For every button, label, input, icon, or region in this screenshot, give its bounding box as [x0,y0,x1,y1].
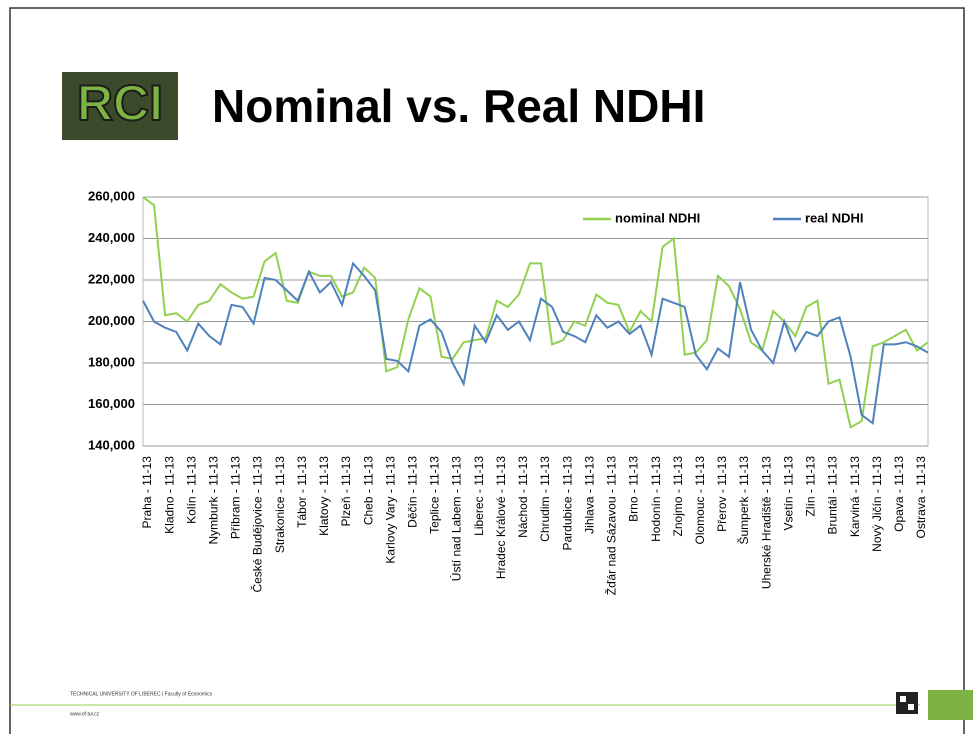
legend-label: nominal NDHI [615,210,700,225]
x-tick-label: Kolín - 11-13 [184,456,198,524]
x-tick-label: Ústí nad Labem - 11-13 [449,456,464,582]
x-tick-label: Hradec Králové - 11-13 [494,456,508,579]
x-tick-label: Plzeň - 11-13 [339,456,353,527]
x-tick-label: Pardubice - 11-13 [560,456,574,551]
x-tick-label: Cheb - 11-13 [361,456,375,525]
icon-cell [900,696,906,702]
x-tick-label: Hodonín - 11-13 [649,456,663,542]
x-tick-label: Tábor - 11-13 [295,456,309,528]
x-tick-label: Opava - 11-13 [892,456,906,532]
y-tick-label: 180,000 [88,354,135,369]
x-tick-label: Zlín - 11-13 [804,456,818,517]
x-tick-label: Kladno - 11-13 [162,456,176,534]
series-line [142,261,929,425]
x-tick-label: Karviná - 11-13 [848,456,862,537]
y-tick-label: 220,000 [88,271,135,286]
footer-url: www.ef.tul.cz [70,711,100,717]
x-tick-label: Brno - 11-13 [627,456,641,522]
x-tick-label: Liberec - 11-13 [472,456,486,536]
y-tick-label: 260,000 [88,188,135,203]
x-tick-label: Uherské Hradiště - 11-13 [759,456,773,589]
x-tick-label: Klatovy - 11-13 [317,456,331,536]
x-tick-label: Nymburk - 11-13 [207,456,221,545]
x-tick-label: Jihlava - 11-13 [582,456,596,534]
footer-block [928,690,973,720]
x-tick-label: Děčín - 11-13 [406,456,420,528]
x-tick-label: Náchod - 11-13 [516,456,530,538]
footer-text: TECHNICAL UNIVERSITY OF LIBEREC | Facult… [70,691,213,697]
legend-label: real NDHI [805,210,864,225]
x-tick-label: Ostrava - 11-13 [914,456,928,539]
x-tick-label: Karlovy Vary - 11-13 [383,456,397,564]
x-tick-label: Vsetín - 11-13 [781,456,795,531]
x-tick-label: Příbram - 11-13 [229,456,243,539]
chart-title: Nominal vs. Real NDHI [212,80,705,132]
x-tick-label: Olomouc - 11-13 [693,456,707,545]
x-tick-label: Šumperk - 11-13 [736,456,751,545]
x-tick-label: Žďár nad Sázavou - 11-13 [604,456,619,596]
icon-cell [908,704,914,710]
icon-box [896,692,918,714]
footer-icon [896,690,973,720]
y-tick-label: 240,000 [88,230,135,245]
logo-bg [62,72,178,140]
x-tick-label: Praha - 11-13 [140,456,154,529]
y-tick-label: 200,000 [88,313,135,328]
x-tick-label: Chrudim - 11-13 [538,456,552,542]
x-tick-label: Přerov - 11-13 [715,456,729,532]
x-tick-label: Strakonice - 11-13 [273,456,287,553]
y-tick-label: 160,000 [88,396,135,411]
x-tick-label: Teplice - 11-13 [428,456,442,534]
logo: RCI [77,75,163,131]
series-line [142,196,929,429]
x-tick-label: Bruntál - 11-13 [826,456,840,535]
x-tick-label: Nový Jičín - 11-13 [870,456,884,552]
y-tick-label: 140,000 [88,437,135,452]
x-tick-label: Znojmo - 11-13 [671,456,685,537]
x-tick-label: České Budějovice - 11-13 [250,456,265,593]
